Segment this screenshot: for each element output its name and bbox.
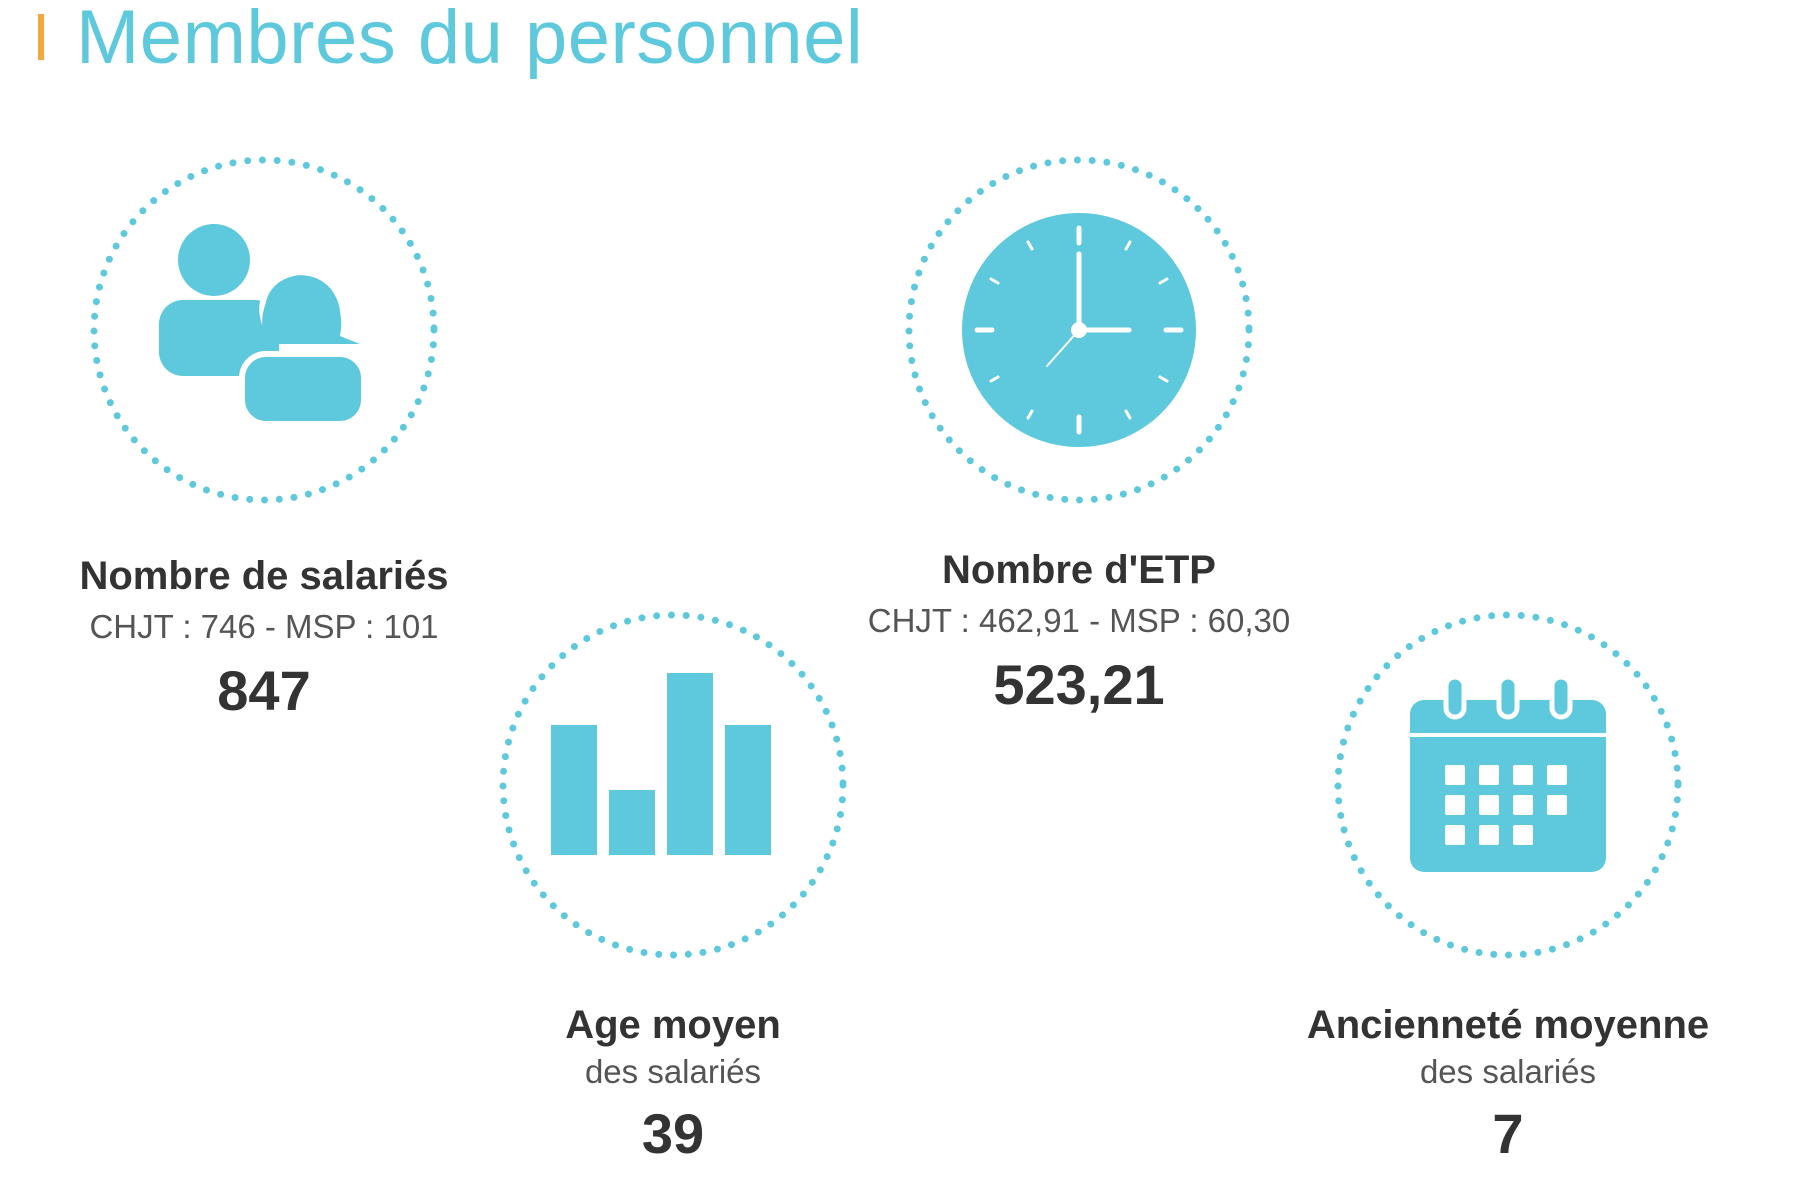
people-icon [159, 224, 367, 427]
stat-value: 39 [641, 1102, 705, 1165]
stat-value: 523,21 [993, 653, 1165, 716]
stat-average-age: Age moyen des salariés 39 [443, 605, 903, 1169]
clock-icon [962, 213, 1196, 447]
stat-label: Age moyen [565, 1003, 781, 1047]
stat-label: Ancienneté moyenne [1306, 1003, 1710, 1047]
dotted-ring [499, 611, 847, 959]
bar-chart-icon [551, 673, 771, 855]
title-accent-bar [38, 14, 44, 60]
dotted-ring [90, 156, 438, 504]
stat-average-seniority: Ancienneté moyenne des salariés 7 [1278, 605, 1738, 1169]
stat-fte: Nombre d'ETP CHJT : 462,91 - MSP : 60,30… [849, 150, 1309, 720]
stat-value: 7 [1492, 1102, 1524, 1165]
dotted-ring [905, 156, 1253, 504]
stat-subtext: des salariés [584, 1053, 762, 1090]
stat-label: Nombre de salariés [79, 554, 449, 598]
stat-subtext: CHJT : 462,91 - MSP : 60,30 [867, 602, 1291, 639]
stat-subtext: des salariés [1419, 1053, 1597, 1090]
dotted-ring [1334, 611, 1682, 959]
calendar-icon [1410, 674, 1606, 872]
stat-label: Nombre d'ETP [942, 548, 1216, 592]
stat-employees: Nombre de salariés CHJT : 746 - MSP : 10… [34, 150, 494, 726]
page-title: Membres du personnel [76, 0, 864, 80]
stat-value: 847 [217, 659, 311, 722]
stat-subtext: CHJT : 746 - MSP : 101 [89, 608, 439, 645]
